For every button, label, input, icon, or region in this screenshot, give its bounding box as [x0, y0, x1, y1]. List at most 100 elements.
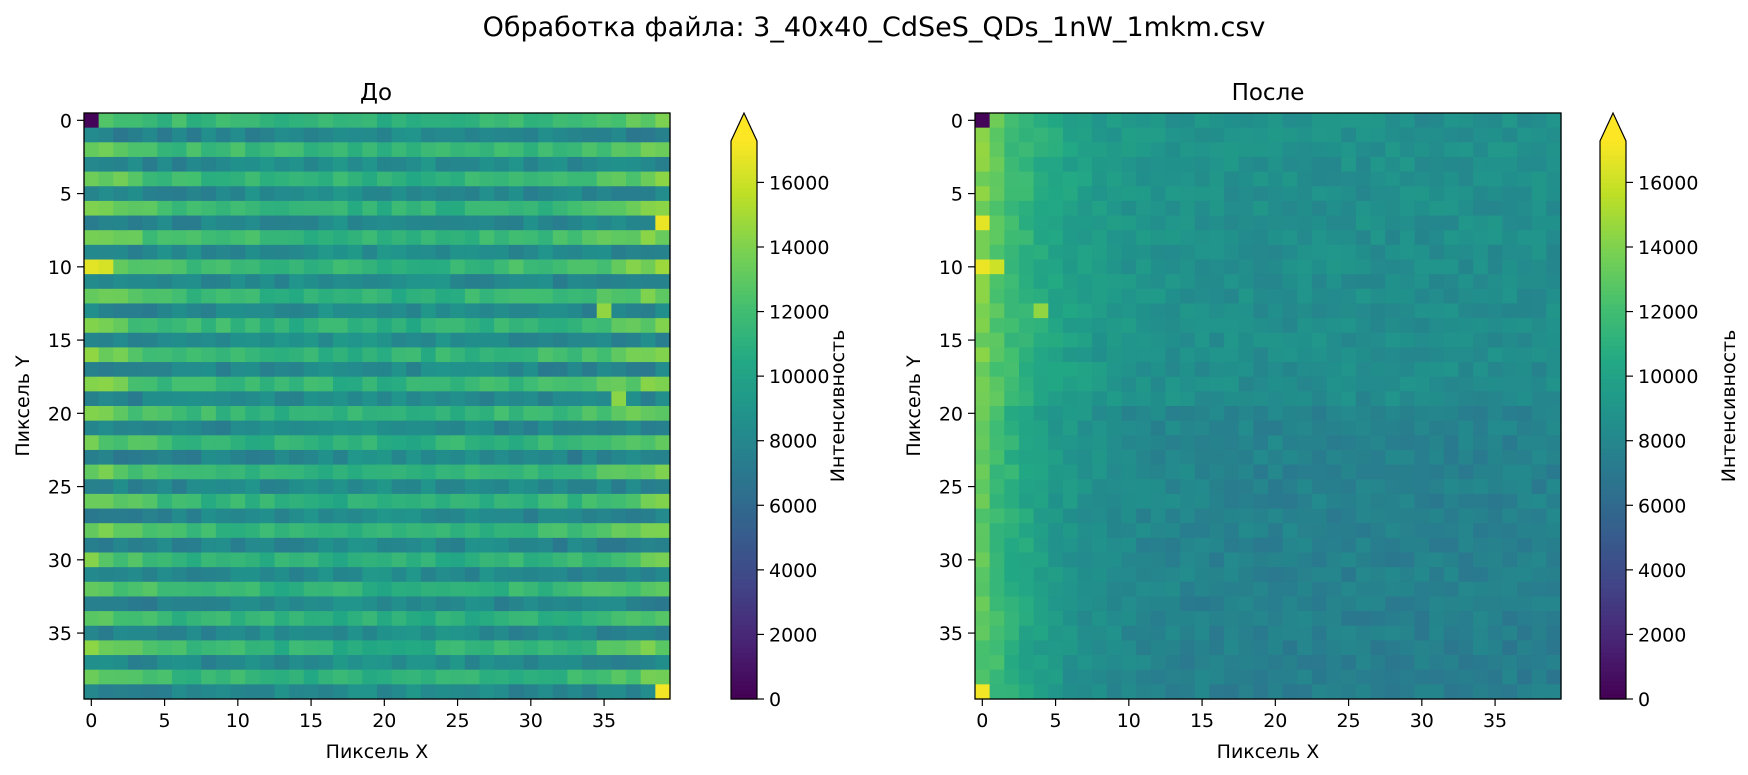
heatmap-cell [1517, 669, 1533, 685]
heatmap-cell [1150, 200, 1167, 217]
heatmap-cell [1165, 655, 1181, 671]
heatmap-cell [1092, 156, 1108, 173]
heatmap-cell [1399, 332, 1416, 348]
y-tick-label: 0 [60, 110, 72, 132]
heatmap-cell [113, 479, 129, 495]
heatmap-cell [142, 625, 158, 641]
heatmap-cell [420, 537, 437, 554]
heatmap-cell [1209, 581, 1225, 598]
heatmap-cell [552, 244, 569, 261]
heatmap-cell [1429, 464, 1445, 480]
heatmap-cell [1414, 625, 1430, 641]
y-tick-label: 5 [60, 184, 72, 206]
heatmap-cell [582, 435, 598, 451]
heatmap-cell [1238, 376, 1254, 392]
heatmap-cell [1150, 171, 1167, 187]
heatmap-cell [1004, 318, 1020, 334]
colorbar-segment [1600, 564, 1626, 570]
heatmap-cell [435, 376, 451, 392]
heatmap-cell [1414, 156, 1430, 173]
heatmap-cell [450, 449, 466, 466]
heatmap-cell [1473, 142, 1489, 158]
heatmap-cell [1429, 259, 1445, 275]
heatmap-cell [347, 303, 363, 319]
heatmap-cell [567, 186, 583, 202]
heatmap-cell [1004, 303, 1020, 319]
heatmap-cell [318, 552, 334, 568]
heatmap-cell [479, 493, 495, 510]
heatmap-cell [127, 640, 144, 656]
heatmap-cell [479, 142, 495, 158]
heatmap-cell [1062, 684, 1079, 700]
heatmap-cell [975, 684, 991, 700]
heatmap-cell [1048, 376, 1064, 392]
heatmap-cell [1018, 552, 1035, 568]
heatmap-cell [406, 318, 422, 334]
heatmap-cell [377, 552, 393, 568]
heatmap-cell [1150, 669, 1167, 685]
heatmap-cell [1121, 581, 1137, 598]
heatmap-cell [567, 113, 583, 129]
heatmap-cell [508, 435, 525, 451]
colorbar-segment [731, 647, 757, 654]
colorbar-segment [1600, 554, 1626, 561]
colorbar-segment [1600, 480, 1626, 486]
heatmap-cell [508, 655, 525, 671]
heatmap-cell [1180, 640, 1196, 656]
heatmap-cell [1062, 464, 1079, 480]
heatmap-cell [1341, 669, 1357, 685]
heatmap-cell [1341, 523, 1357, 539]
heatmap-cell [201, 684, 217, 700]
colorbar-segment [1600, 280, 1626, 286]
heatmap-cell [1414, 332, 1430, 348]
heatmap-cell [1033, 669, 1049, 685]
heatmap-cell [1180, 464, 1196, 480]
heatmap-cell [538, 332, 554, 348]
heatmap-cell [1517, 156, 1533, 173]
heatmap-cell [289, 318, 305, 334]
heatmap-cell [1546, 625, 1562, 641]
heatmap-cell [1077, 347, 1093, 363]
heatmap-cell [1429, 655, 1445, 671]
heatmap-cell [113, 493, 129, 510]
heatmap-cell [1385, 244, 1401, 261]
heatmap-cell [1018, 625, 1035, 641]
heatmap-cell [640, 142, 656, 158]
heatmap-cell [989, 625, 1005, 641]
heatmap-cell [1092, 581, 1108, 598]
heatmap-cell [975, 581, 991, 598]
heatmap-cell [1297, 215, 1313, 231]
heatmap-cell [377, 640, 393, 656]
heatmap-cell [230, 669, 246, 685]
heatmap-cell [596, 332, 612, 348]
heatmap-cell [523, 508, 539, 524]
heatmap-cell [1253, 127, 1269, 143]
colorbar-segment [1600, 285, 1626, 291]
colorbar-segment [1600, 578, 1626, 584]
heatmap-cell [1194, 230, 1210, 246]
heatmap-cell [1062, 391, 1079, 407]
heatmap-cell [582, 391, 598, 407]
heatmap-cell [377, 156, 393, 173]
heatmap-cell [552, 669, 569, 685]
heatmap-cell [391, 318, 407, 334]
heatmap-cell [479, 332, 495, 348]
heatmap-cell [1341, 611, 1357, 627]
heatmap-cell [420, 171, 437, 187]
heatmap-cell [127, 508, 144, 524]
heatmap-cell [582, 274, 598, 290]
heatmap-cell [1546, 244, 1562, 261]
heatmap-cell [259, 113, 276, 129]
heatmap-cell [1355, 640, 1372, 656]
heatmap-cell [1282, 362, 1298, 378]
heatmap-cell [347, 508, 363, 524]
heatmap-cell [274, 156, 290, 173]
heatmap-cell [1194, 523, 1210, 539]
heatmap-cell [464, 215, 481, 231]
heatmap-cell [377, 318, 393, 334]
heatmap-cell [1487, 347, 1503, 363]
y-axis-label-after: Пиксель Y [903, 355, 925, 457]
heatmap-cell [538, 537, 554, 554]
heatmap-cell [640, 171, 656, 187]
